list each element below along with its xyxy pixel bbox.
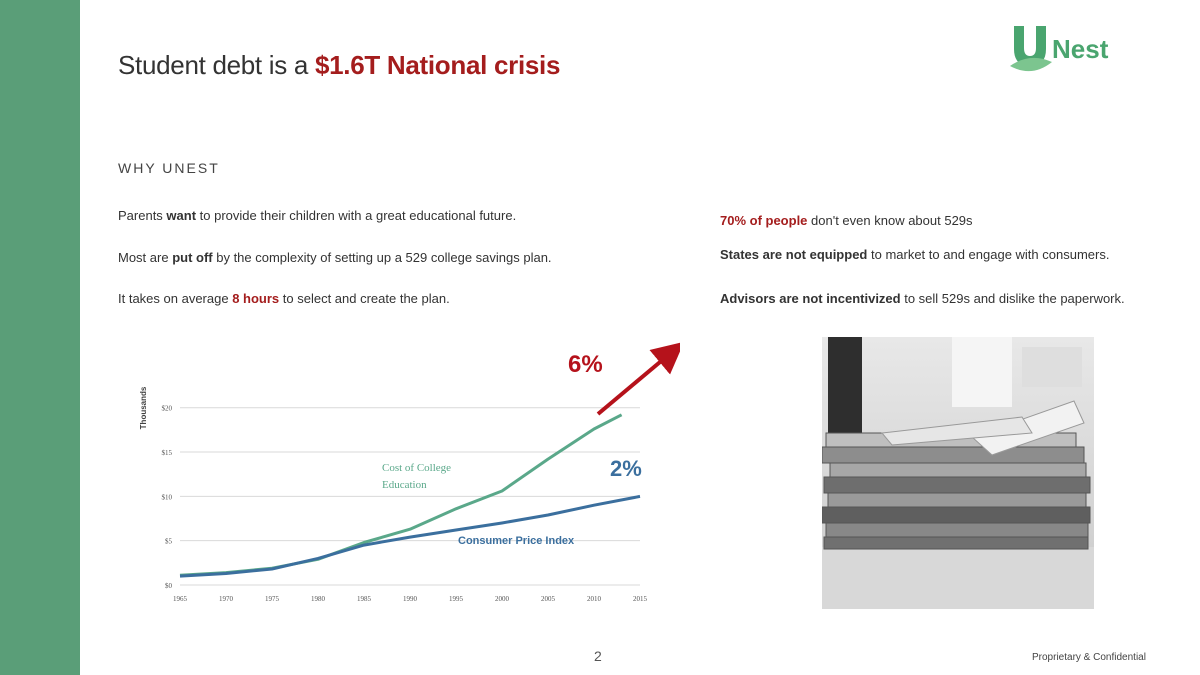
page-title: Student debt is a $1.6T National crisis [118,50,560,81]
label-cost-of-college-2: Education [382,479,427,491]
x-tick-label: 1965 [173,595,188,603]
left-paragraph-1: Parents want to provide their children w… [118,208,517,223]
logo-text: Nest [1052,34,1109,64]
series-line-cpi [179,494,641,578]
x-tick-label: 2015 [633,595,648,603]
x-tick-label: 1970 [219,595,234,603]
x-tick-label: 1980 [311,595,326,603]
left-paragraph-2: Most are put off by the complexity of se… [118,250,552,265]
series-line-cost-of-college [179,413,623,577]
left-paragraph-3: It takes on average 8 hours to select an… [118,291,450,306]
x-tick-label: 1995 [449,595,464,603]
right-paragraph-3: Advisors are not incentivized to sell 52… [720,291,1125,306]
y-tick-label: $0 [165,582,173,590]
right-paragraph-2: States are not equipped to market to and… [720,247,1110,262]
logo-u-mark [1014,26,1046,66]
growth-arrow [596,341,680,416]
annotation-6pct: 6% [568,351,603,378]
sidebar-accent [0,0,80,675]
x-tick-label: 2005 [541,595,556,603]
label-consumer-price-index: Consumer Price Index [458,535,575,547]
y-axis-label: Thousands [139,386,148,429]
page-number: 2 [594,648,602,664]
label-cost-of-college-1: Cost of College [382,462,451,474]
y-tick-label: $20 [162,405,173,413]
y-tick-label: $15 [162,449,173,457]
y-tick-label: $5 [165,538,173,546]
unest-logo [1010,26,1052,72]
confidential-notice: Proprietary & Confidential [1032,652,1146,663]
annotation-2pct: 2% [610,456,642,481]
title-highlight: $1.6T National crisis [314,50,561,80]
section-label: WHY UNEST [118,160,220,176]
x-tick-label: 1985 [357,595,372,603]
cost-vs-cpi-chart: Thousands $0 $5 $10 $15 $20 1965 1970 1975 1980… [139,341,680,603]
right-paragraph-1: 70% of people don't even know about 529s [720,213,973,228]
paperwork-photo [822,337,1094,609]
title-prefix: Student debt is a [118,50,315,80]
x-tick-label: 2000 [495,595,510,603]
x-tick-label: 1990 [403,595,418,603]
x-tick-label: 1975 [265,595,280,603]
x-tick-label: 2010 [587,595,602,603]
y-tick-label: $10 [162,493,173,501]
logo-leaf [1010,57,1052,72]
